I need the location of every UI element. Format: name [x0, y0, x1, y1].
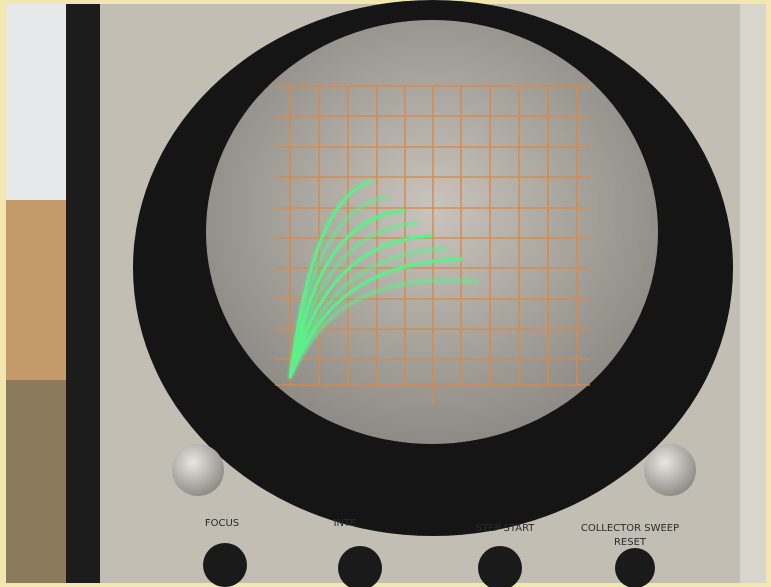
page: FOCUS INTE STEP START COLLECTOR SWEEP RE… [0, 0, 771, 587]
side-panel [740, 4, 766, 583]
knob[interactable] [615, 548, 655, 587]
knob[interactable] [644, 444, 696, 496]
panel-label: RESET [614, 537, 647, 548]
panel-label: STEP START [476, 523, 536, 534]
knob[interactable] [203, 543, 247, 587]
knob[interactable] [172, 444, 224, 496]
crt-screen [206, 20, 658, 444]
photo: FOCUS INTE STEP START COLLECTOR SWEEP RE… [0, 0, 771, 587]
panel-label: INTE [334, 518, 357, 529]
panel-label: COLLECTOR SWEEP [581, 523, 679, 534]
panel-label: FOCUS [205, 518, 239, 529]
wall [6, 4, 68, 214]
